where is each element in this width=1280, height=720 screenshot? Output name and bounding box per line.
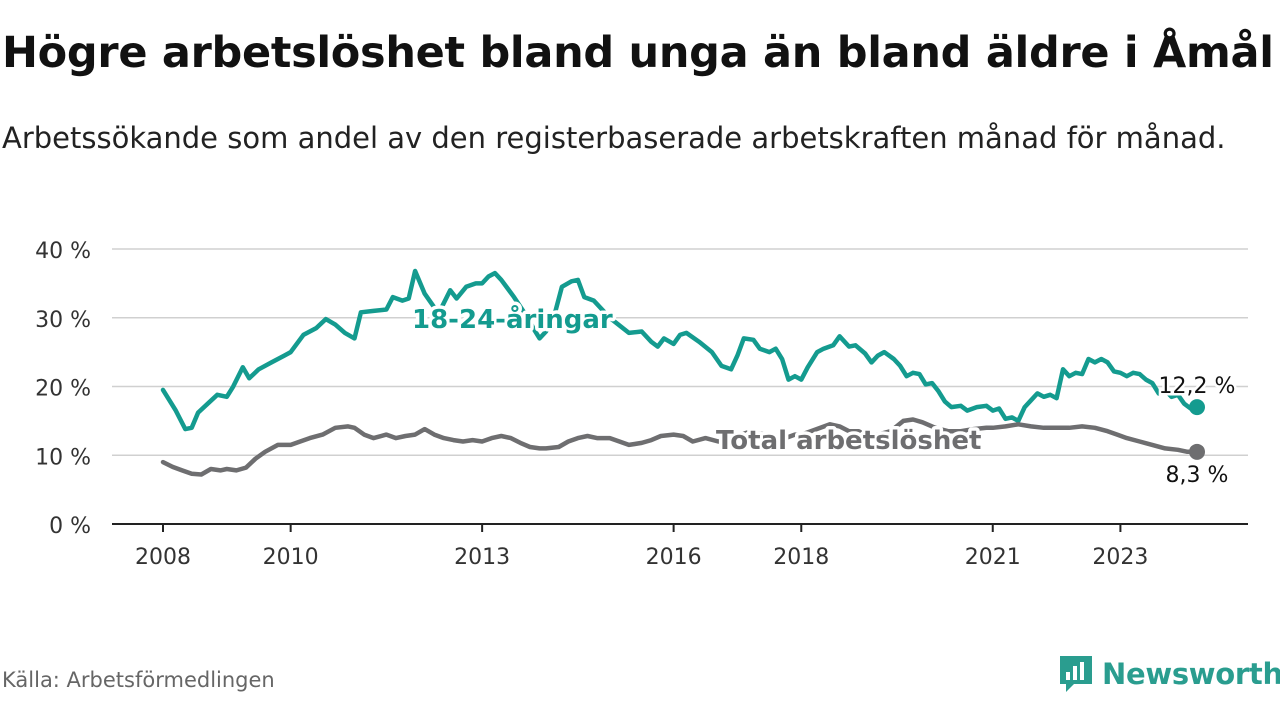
series-label-youth: 18-24-åringar bbox=[412, 303, 613, 335]
page-title: Högre arbetslöshet bland unga än bland ä… bbox=[2, 28, 1274, 78]
x-tick-label: 2021 bbox=[965, 545, 1021, 570]
x-tick-label: 2016 bbox=[646, 545, 702, 570]
bar-chart-icon bbox=[1060, 656, 1092, 692]
series-line-youth bbox=[160, 268, 1200, 432]
end-label-total: 8,3 % bbox=[1166, 463, 1229, 488]
newsworthy-logo: Newsworthy bbox=[1058, 654, 1280, 694]
x-tick-label: 2008 bbox=[135, 545, 191, 570]
x-tick-label: 2010 bbox=[263, 545, 319, 570]
y-tick-label: 0 % bbox=[49, 514, 91, 539]
x-tick-label: 2013 bbox=[454, 545, 510, 570]
y-tick-label: 30 % bbox=[35, 308, 91, 333]
series-label-total: Total arbetslöshet bbox=[716, 426, 981, 456]
x-tick-label: 2018 bbox=[773, 545, 829, 570]
series-line-total-endpoint bbox=[1189, 443, 1205, 460]
page-subtitle: Arbetssökande som andel av den registerb… bbox=[2, 121, 1226, 155]
y-tick-label: 20 % bbox=[35, 377, 91, 402]
series-line-total bbox=[160, 417, 1200, 477]
y-tick-label: 10 % bbox=[35, 445, 91, 470]
y-tick-label: 40 % bbox=[35, 239, 91, 264]
series-line-youth-endpoint bbox=[1189, 399, 1205, 416]
source-note: Källa: Arbetsförmedlingen bbox=[2, 668, 275, 692]
brand-name: Newsworthy bbox=[1102, 657, 1280, 691]
end-label-youth: 12,2 % bbox=[1159, 374, 1236, 399]
x-tick-label: 2023 bbox=[1092, 545, 1148, 570]
